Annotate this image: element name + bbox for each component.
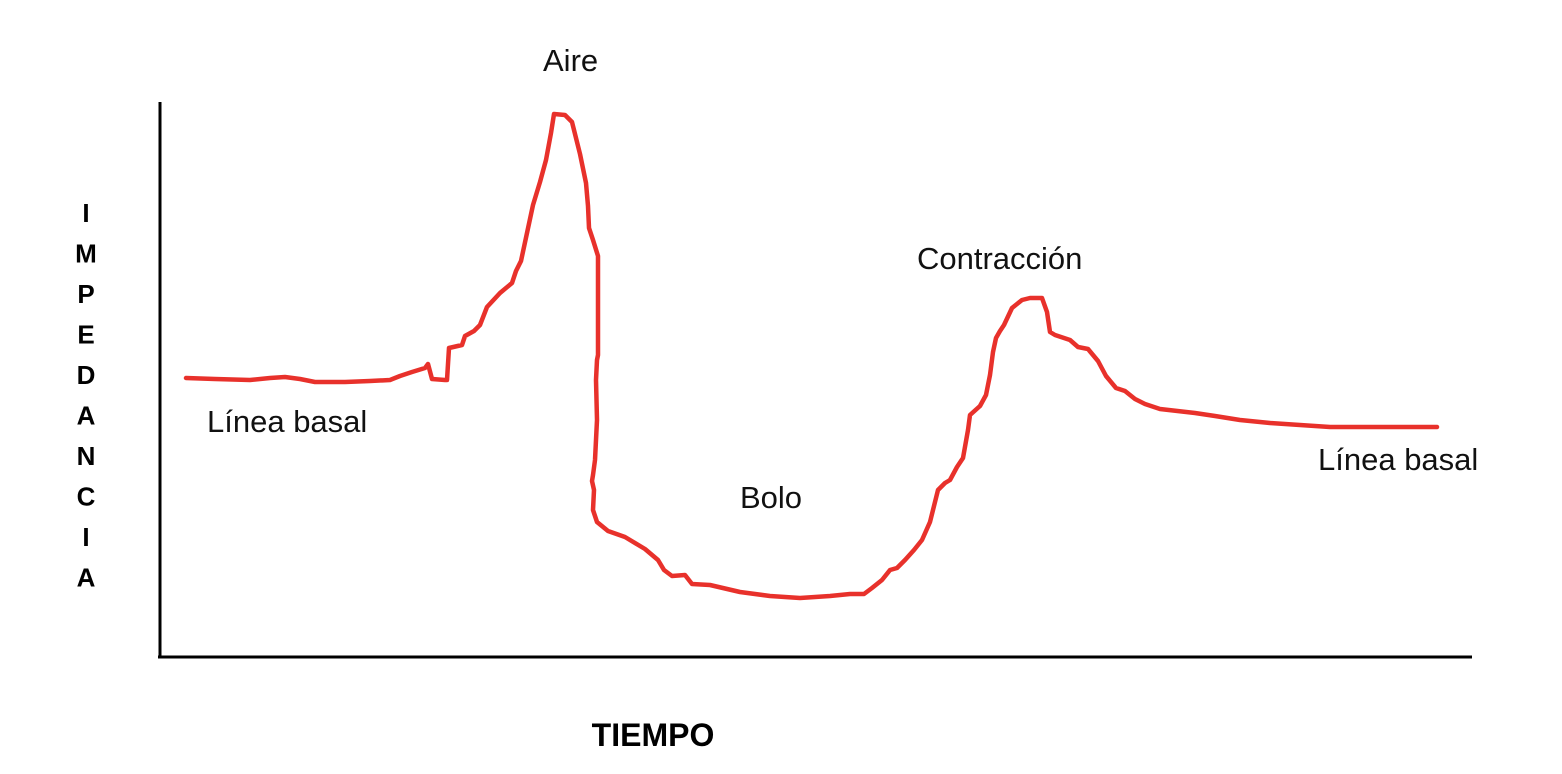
y-axis-title-letter: P [77,279,94,309]
y-axis-title-letter: I [82,198,89,228]
annotation-air: Aire [543,43,598,78]
y-axis-title-letter: I [82,522,89,552]
y-axis-title-letter: C [77,482,96,512]
y-axis-title-letter: A [77,401,96,431]
y-axis-title-letter: M [75,239,97,269]
annotation-baseline-right: Línea basal [1318,442,1478,477]
impedance-curve [183,111,1440,601]
y-axis-title-letter: E [77,320,94,350]
y-axis-title-letter: N [77,441,96,471]
y-axis-title-letter: D [77,360,96,390]
axes [158,102,1472,659]
annotation-baseline-left: Línea basal [207,404,367,439]
annotation-bolus: Bolo [740,480,802,515]
annotation-contraction: Contracción [917,241,1082,276]
annotations: Línea basal Aire Bolo Contracción Línea … [207,43,1478,515]
x-axis-title: TIEMPO [592,717,715,753]
y-axis-title-letter: A [77,563,96,593]
